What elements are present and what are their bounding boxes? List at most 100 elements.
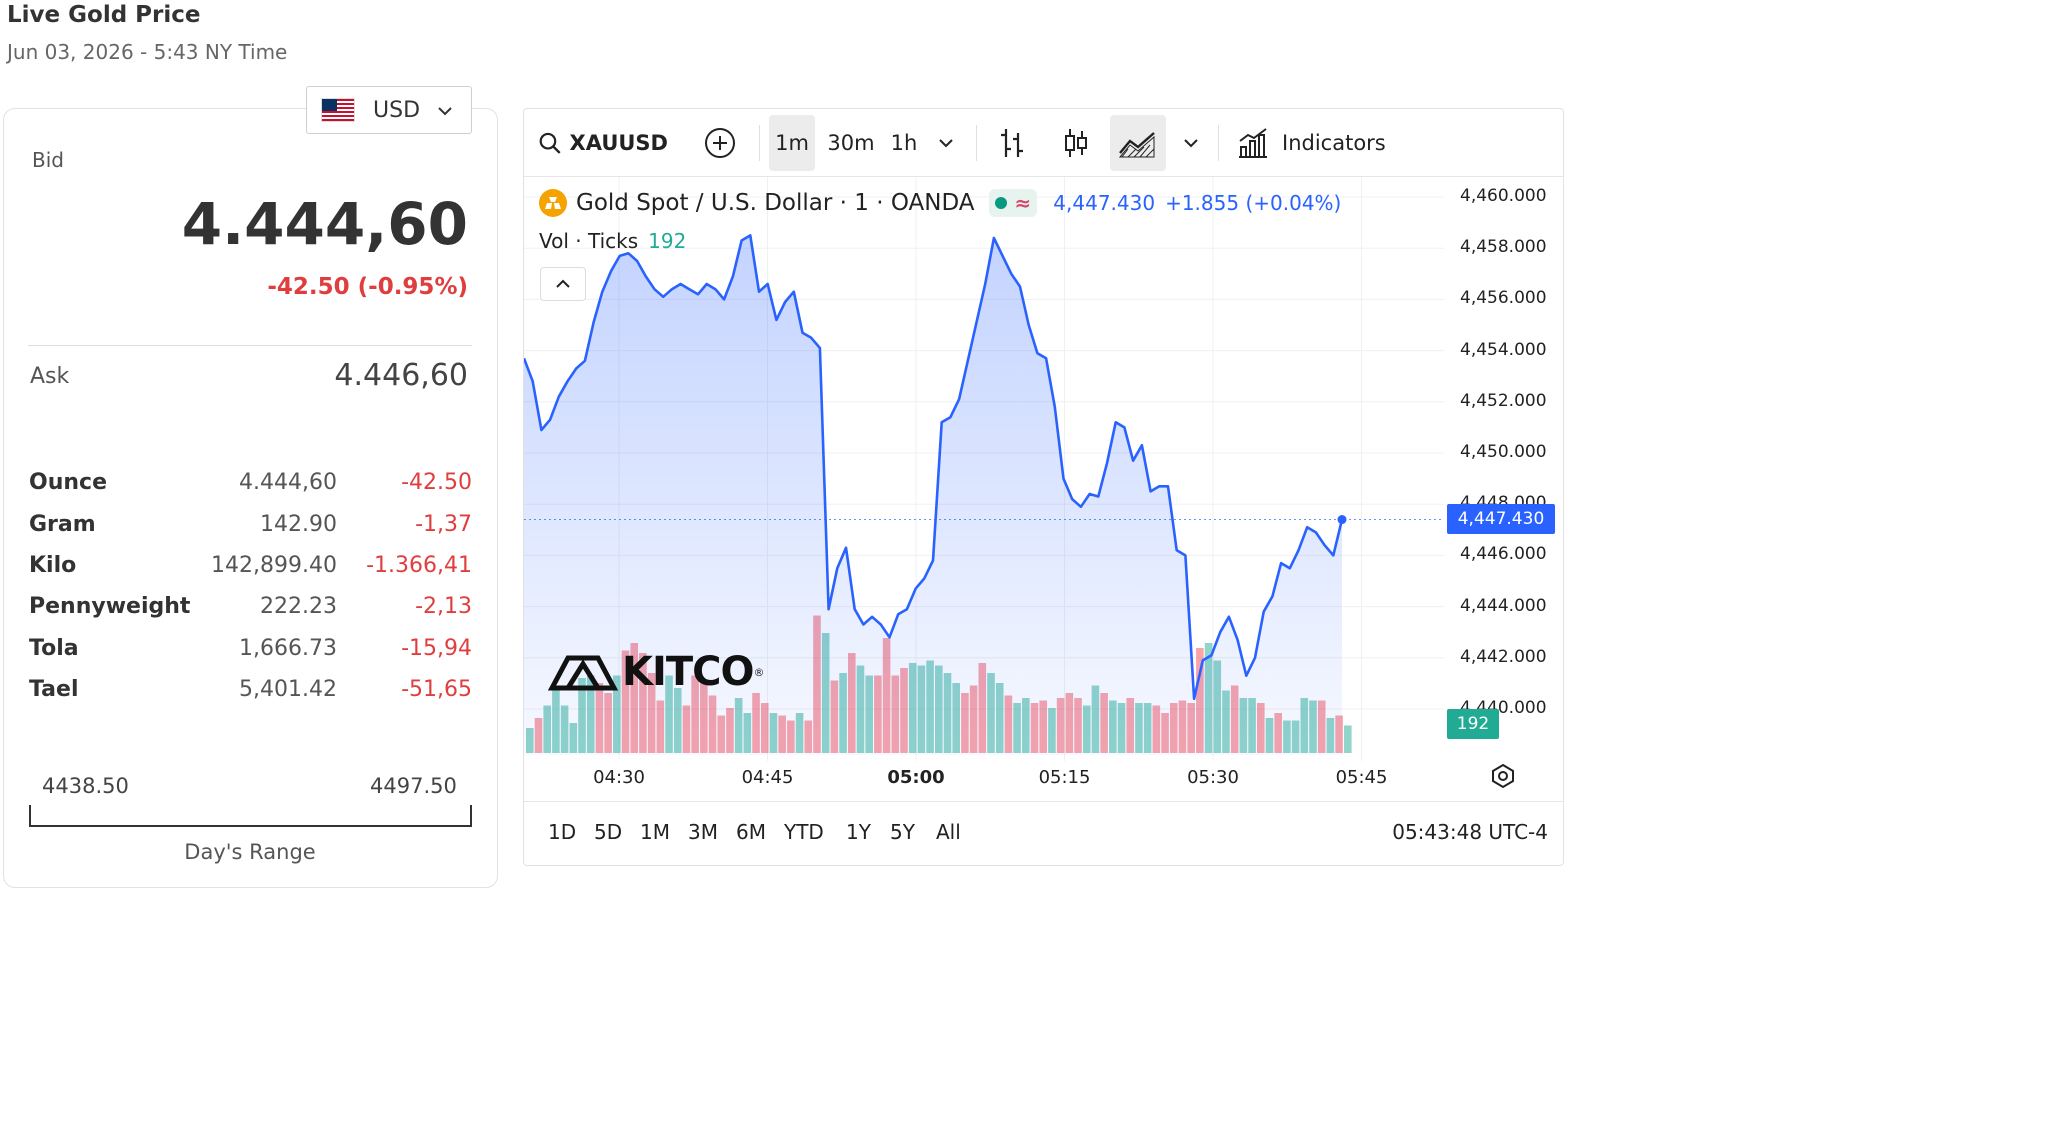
last-volume-tag: 192 — [1447, 709, 1499, 739]
price-tick-label: 4,452.000 — [1460, 390, 1547, 411]
currency-label: USD — [373, 97, 421, 123]
chart-clock: 05:43:48 UTC-4 — [1392, 820, 1548, 844]
unit-change: -1.366,41 — [366, 552, 472, 578]
range-button-3m[interactable]: 3M — [688, 820, 718, 844]
area-style-button[interactable] — [1110, 115, 1166, 171]
indicators-icon — [1239, 128, 1267, 158]
unit-row: Kilo 142,899.40 -1.366,41 — [29, 545, 473, 586]
unit-row: Ounce 4.444,60 -42.50 — [29, 462, 473, 503]
chart-legend: Gold Spot / U.S. Dollar · 1 · OANDA ≈ 4,… — [539, 189, 1341, 217]
unit-name: Kilo — [29, 552, 77, 578]
bid-label: Bid — [32, 148, 64, 172]
interval-dropdown[interactable] — [931, 115, 961, 171]
candles-style-button[interactable] — [1058, 115, 1094, 171]
style-dropdown[interactable] — [1176, 115, 1206, 171]
ask-label: Ask — [30, 364, 70, 389]
price-tick-label: 4,454.000 — [1460, 339, 1547, 360]
unit-name: Gram — [29, 511, 96, 537]
volume-bar — [1344, 725, 1352, 753]
range-button-1m[interactable]: 1M — [640, 820, 670, 844]
unit-name: Pennyweight — [29, 594, 191, 620]
time-tick-label: 05:00 — [887, 767, 945, 788]
bid-change: -42.50 (-0.95%) — [267, 274, 468, 300]
time-tick-label: 04:30 — [593, 767, 645, 788]
unit-price-table: Ounce 4.444,60 -42.50 Gram 142.90 -1,37 Kilo… — [29, 462, 473, 710]
legend-change: +1.855 (+0.04%) — [1165, 191, 1342, 215]
symbol-search[interactable]: XAUUSD — [538, 115, 668, 171]
compare-button[interactable] — [700, 115, 740, 171]
unit-row: Tola 1,666.73 -15,94 — [29, 628, 473, 669]
indicators-label: Indicators — [1282, 131, 1386, 155]
time-tick-label: 05:15 — [1038, 767, 1091, 788]
price-tick-label: 4,442.000 — [1460, 646, 1547, 667]
chevron-up-icon — [556, 279, 570, 288]
kitco-logo: KITCO ® — [548, 649, 765, 695]
unit-price: 1,666.73 — [239, 635, 337, 661]
chevron-down-icon — [939, 139, 953, 148]
days-range-label: Day's Range — [184, 840, 316, 864]
candlestick-icon — [1065, 129, 1087, 157]
price-chart[interactable] — [524, 177, 1564, 801]
range-low: 4438.50 — [42, 774, 129, 798]
interval-1m[interactable]: 1m — [769, 115, 815, 171]
collapse-legend-button[interactable] — [540, 267, 586, 301]
chevron-down-icon — [438, 101, 452, 120]
legend-price: 4,447.430 — [1053, 191, 1156, 215]
data-delay-icon: ≈ — [1014, 191, 1032, 215]
plus-circle-icon — [705, 128, 735, 158]
price-tick-label: 4,446.000 — [1460, 544, 1547, 565]
unit-row: Gram 142.90 -1,37 — [29, 503, 473, 544]
time-tick-label: 05:45 — [1335, 767, 1388, 788]
separator — [1218, 125, 1219, 161]
divider — [28, 345, 472, 346]
chart-toolbar: XAUUSD 1m 30m 1h Indicators — [524, 109, 1563, 177]
unit-name: Tola — [29, 635, 79, 661]
range-button-ytd[interactable]: YTD — [784, 820, 824, 844]
range-button-1d[interactable]: 1D — [548, 820, 577, 844]
unit-row: Tael 5,401.42 -51,65 — [29, 669, 473, 710]
range-button-5y[interactable]: 5Y — [890, 820, 915, 844]
unit-price: 4.444,60 — [239, 470, 337, 496]
unit-row: Pennyweight 222.23 -2,13 — [29, 586, 473, 627]
page-title: Live Gold Price — [7, 2, 201, 28]
separator — [759, 125, 760, 161]
range-button-1y[interactable]: 1Y — [846, 820, 871, 844]
interval-1h[interactable]: 1h — [890, 131, 918, 155]
kitco-wordmark: KITCO — [622, 649, 755, 695]
settings-icon — [1492, 763, 1514, 789]
time-tick-label: 04:45 — [741, 767, 794, 788]
range-button-5d[interactable]: 5D — [594, 820, 623, 844]
ohlc-bars-icon — [1001, 129, 1023, 157]
legend-title: Gold Spot / U.S. Dollar · 1 · OANDA — [576, 190, 975, 216]
indicators-button[interactable]: Indicators — [1236, 115, 1394, 171]
chart-settings-button[interactable] — [1490, 763, 1516, 793]
separator — [976, 125, 977, 161]
volume-legend: Vol · Ticks 192 — [539, 229, 686, 253]
time-tick-label: 05:30 — [1187, 767, 1239, 788]
price-tick-label: 4,444.000 — [1460, 595, 1547, 616]
ask-value: 4.446,60 — [334, 358, 468, 393]
last-price-dot — [1337, 515, 1347, 525]
unit-change: -1,37 — [415, 511, 472, 537]
price-area — [524, 235, 1342, 755]
bars-style-button[interactable] — [994, 115, 1030, 171]
unit-price: 142,899.40 — [211, 552, 337, 578]
unit-change: -15,94 — [401, 635, 472, 661]
range-button-all[interactable]: All — [936, 820, 961, 844]
chevron-down-icon — [1184, 139, 1198, 148]
unit-price: 222.23 — [260, 594, 337, 620]
timestamp: Jun 03, 2026 - 5:43 NY Time — [7, 40, 288, 64]
volume-value: 192 — [648, 229, 687, 253]
registered-mark: ® — [753, 665, 765, 679]
unit-name: Ounce — [29, 470, 107, 496]
range-bar: 1D 5D 1M 3M 6M YTD 1Y 5Y All 05:43:48 UTC-4 — [524, 801, 1563, 865]
interval-30m[interactable]: 30m — [827, 131, 875, 155]
range-button-6m[interactable]: 6M — [736, 820, 766, 844]
unit-change: -2,13 — [415, 594, 472, 620]
market-status-pill[interactable]: ≈ — [988, 189, 1038, 217]
market-open-dot — [994, 197, 1007, 209]
chart-widget: XAUUSD 1m 30m 1h Indicators — [523, 108, 1564, 866]
currency-select[interactable]: USD — [306, 86, 472, 134]
unit-change: -42.50 — [401, 470, 472, 496]
bid-value: 4.444,60 — [181, 190, 468, 258]
